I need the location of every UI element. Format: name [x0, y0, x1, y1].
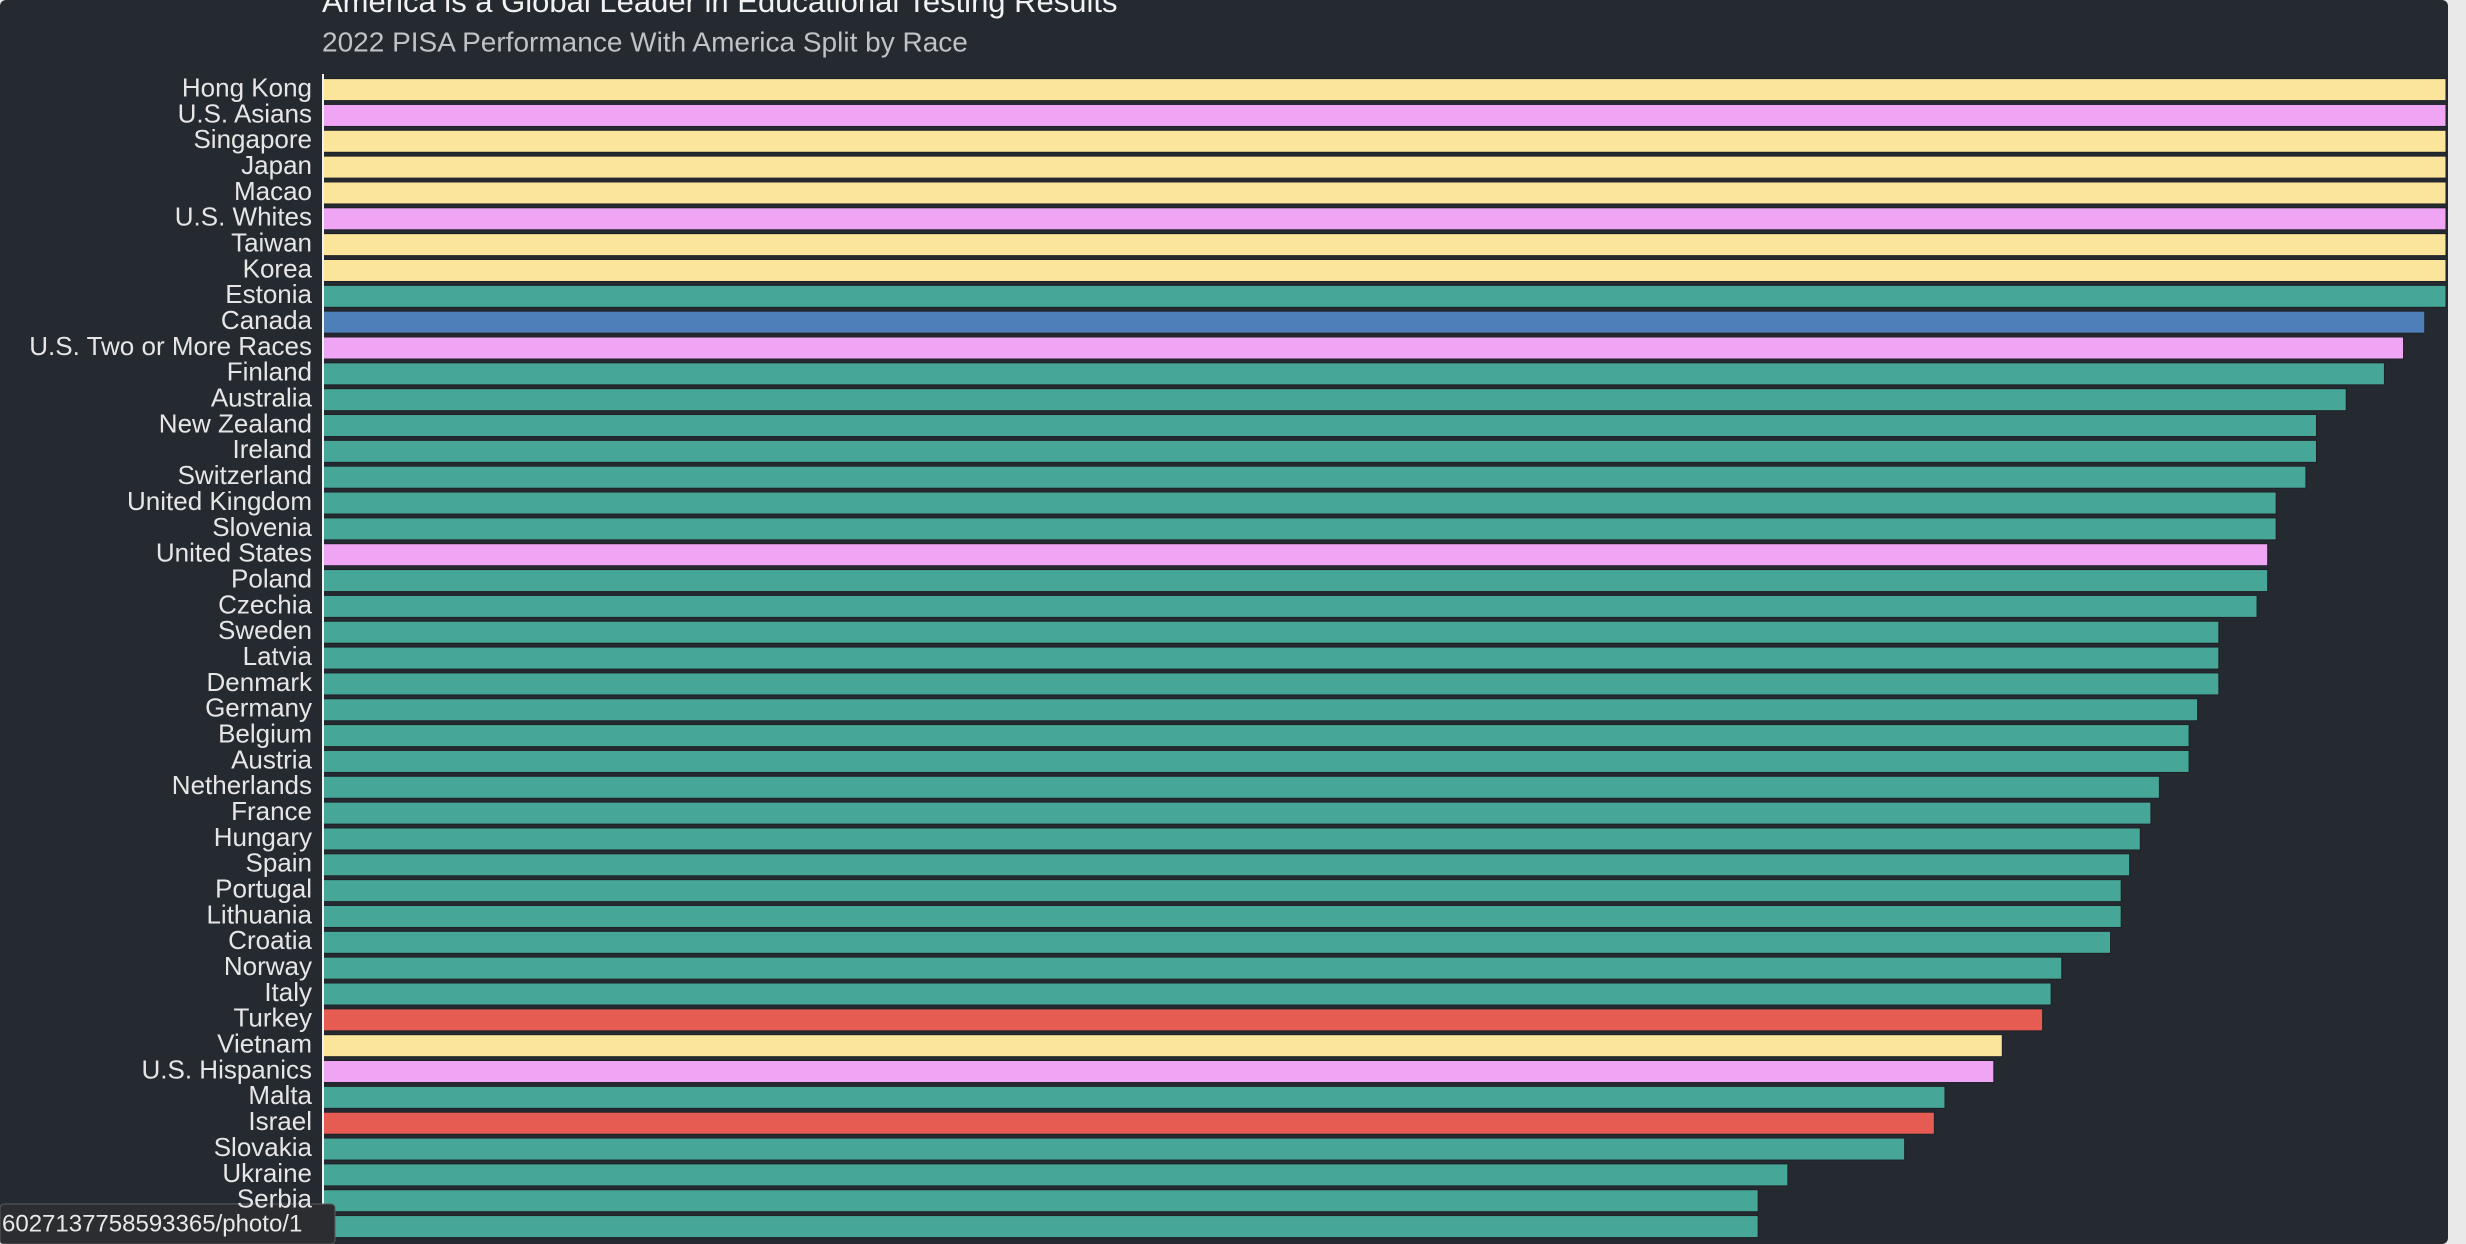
y-tick-label: Turkey [234, 1003, 313, 1033]
y-tick-label: Norway [224, 951, 312, 981]
bar [322, 284, 2447, 308]
bar [322, 414, 2317, 438]
bar [322, 982, 2052, 1006]
bar [322, 879, 2122, 903]
y-tick-label: Finland [227, 357, 312, 387]
bar [322, 310, 2426, 334]
y-tick-label: Canada [221, 305, 313, 335]
y-tick-label: Poland [231, 563, 312, 593]
y-tick-label: Slovakia [214, 1132, 313, 1162]
bar [322, 155, 2447, 179]
bar [322, 207, 2447, 231]
bar [322, 129, 2447, 153]
bar [322, 775, 2160, 799]
bar [322, 336, 2405, 360]
y-tick-label: Czechia [218, 589, 312, 619]
bar [322, 646, 2220, 670]
y-tick-label: Hungary [214, 822, 312, 852]
y-tick-label: Lithuania [206, 899, 312, 929]
bar [322, 930, 2112, 954]
y-tick-label: Ireland [233, 434, 313, 464]
y-tick-label: Malta [248, 1080, 312, 1110]
bar [322, 543, 2269, 567]
bar [322, 724, 2190, 748]
chart-subtitle: 2022 PISA Performance With America Split… [322, 26, 968, 57]
y-tick-label: Singapore [193, 124, 312, 154]
bar [322, 465, 2307, 489]
bar [322, 491, 2277, 515]
y-tick-label: Spain [246, 848, 313, 878]
bar [322, 362, 2385, 386]
bar [322, 904, 2122, 928]
bar [322, 1163, 1789, 1187]
y-tick-label: Hong Kong [182, 72, 312, 102]
bar [322, 439, 2317, 463]
bar [322, 853, 2131, 877]
y-tick-label: United Kingdom [127, 486, 312, 516]
y-tick-label: Ukraine [222, 1158, 312, 1188]
bar [322, 1034, 2003, 1058]
y-tick-label: Macao [234, 176, 312, 206]
y-tick-label: U.S. Hispanics [142, 1054, 313, 1084]
y-tick-label: United States [156, 538, 312, 568]
bar [322, 258, 2447, 282]
bar [322, 517, 2277, 541]
y-tick-label: Germany [205, 693, 312, 723]
y-tick-label: Taiwan [231, 228, 312, 258]
y-tick-label: U.S. Two or More Races [29, 331, 312, 361]
bar [322, 827, 2141, 851]
bar [322, 749, 2190, 773]
plot-area [322, 78, 2447, 1239]
y-tick-label: Portugal [215, 874, 312, 904]
chart-title: America is a Global Leader in Educationa… [322, 0, 1118, 19]
bar [322, 1137, 1906, 1161]
bar [322, 1085, 1946, 1109]
bar [322, 698, 2199, 722]
bar [322, 78, 2447, 102]
y-tick-label: Korea [243, 253, 313, 283]
bar [322, 1189, 1759, 1213]
y-tick-label: Belgium [218, 718, 312, 748]
y-tick-label: Austria [231, 744, 312, 774]
status-url: 6027137758593365/photo/1 [2, 1210, 302, 1237]
y-tick-label: Israel [248, 1106, 312, 1136]
y-tick-label: Slovenia [212, 512, 312, 542]
bar [322, 388, 2347, 412]
y-tick-label: Latvia [243, 641, 313, 671]
bar [322, 801, 2152, 825]
bar [322, 594, 2258, 618]
y-tick-label: Estonia [225, 279, 312, 309]
bar [322, 1008, 2044, 1032]
y-tick-label: Sweden [218, 615, 312, 645]
bar [322, 569, 2269, 593]
y-tick-label: Australia [211, 383, 313, 413]
bar [322, 233, 2447, 257]
y-tick-label: Italy [264, 977, 312, 1007]
bar [322, 956, 2063, 980]
status-tooltip [0, 1203, 336, 1244]
bar [322, 1111, 1935, 1135]
y-tick-label: Croatia [228, 925, 312, 955]
y-tick-label: Netherlands [172, 770, 312, 800]
y-tick-label: Vietnam [217, 1029, 312, 1059]
y-tick-label: Serbia [237, 1184, 313, 1214]
bar [322, 181, 2447, 205]
bar [322, 103, 2447, 127]
y-tick-label: U.S. Whites [175, 202, 312, 232]
bar [322, 1215, 1759, 1239]
y-tick-label: U.S. Asians [178, 98, 312, 128]
y-tick-label: Japan [241, 150, 312, 180]
y-tick-label: France [231, 796, 312, 826]
bar [322, 672, 2220, 696]
bar [322, 1060, 1995, 1084]
y-tick-label: Denmark [207, 667, 313, 697]
y-tick-label: New Zealand [159, 408, 312, 438]
bar [322, 620, 2220, 644]
y-tick-label: Switzerland [178, 460, 312, 490]
